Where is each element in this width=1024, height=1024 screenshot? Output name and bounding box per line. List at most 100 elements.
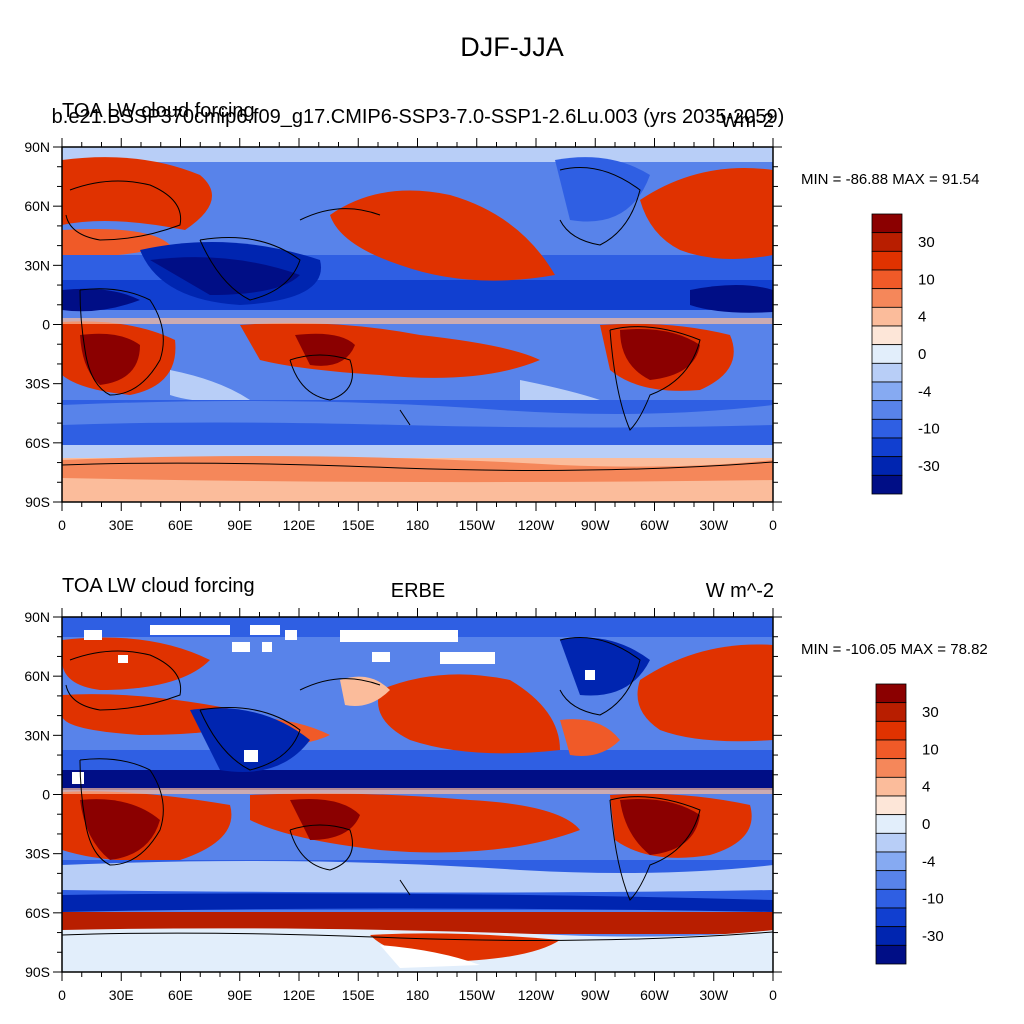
colorbar-swatch [871,288,903,308]
colorbar-swatch [871,474,903,495]
x-tick-label: 30W [699,517,729,533]
panel1-left-label: TOA LW cloud forcing [62,100,255,122]
panel2-right-label: W m^-2 [705,580,774,602]
colorbar-swatch [871,306,903,327]
x-tick-label: 90E [227,987,252,1003]
panel2-min-max: MIN = -106.05 MAX = 78.82 [801,641,988,658]
colorbar-swatch [875,702,907,722]
x-tick-label: 90W [581,517,611,533]
y-tick-label: 30N [24,257,50,273]
y-tick-label: 90S [25,964,50,980]
colorbar-swatch [871,456,903,476]
map-panel-2 [53,608,782,981]
x-tick-label: 60W [640,987,670,1003]
colorbar-swatch [871,232,903,252]
colorbar-swatch [875,870,907,890]
y-tick-label: 0 [42,317,50,333]
map-panel-1 [53,138,782,511]
colorbar-swatch [871,269,903,290]
x-tick-label: 120W [518,987,555,1003]
colorbar-label: 0 [918,346,926,363]
map-panel-1-field [62,147,773,502]
x-tick-label: 30W [699,987,729,1003]
colorbar-swatch [875,907,907,928]
x-tick-label: 120W [518,517,555,533]
x-tick-label: 0 [58,517,66,533]
colorbar-label: 4 [918,309,926,326]
y-tick-label: 90N [24,139,50,155]
y-tick-label: 0 [42,787,50,803]
y-tick-label: 30N [24,727,50,743]
y-tick-label: 60S [25,435,50,451]
colorbar-swatch [871,325,903,346]
x-tick-label: 150E [342,987,375,1003]
x-tick-label: 150W [458,987,495,1003]
x-tick-label: 0 [58,987,66,1003]
y-tick-label: 60S [25,905,50,921]
colorbar-swatch [871,418,903,439]
panel1-center-label: b.e21.BSSP370cmip6.f09_g17.CMIP6-SSP3-7.… [51,106,785,128]
x-tick-label: 60E [168,987,193,1003]
x-tick-label: 150E [342,517,375,533]
colorbar-label: 10 [922,741,939,758]
colorbar-label: -30 [922,928,944,945]
colorbar-swatch [875,814,907,834]
y-tick-label: 30S [25,376,50,392]
x-tick-label: 90W [581,987,611,1003]
x-tick-label: 30E [109,517,134,533]
colorbar-label: 0 [922,816,930,833]
colorbar-swatch [875,851,907,872]
y-tick-label: 90S [25,494,50,510]
x-tick-label: 90E [227,517,252,533]
colorbar-swatch [875,758,907,778]
y-tick-label: 60N [24,668,50,684]
x-tick-label: 0 [769,517,777,533]
panel1-right-label: Wm-2 [720,110,774,132]
colorbar-label: -30 [918,458,940,475]
colorbar-label: -10 [922,891,944,908]
colorbar-swatch [875,888,907,909]
y-tick-label: 30S [25,846,50,862]
y-tick-label: 60N [24,198,50,214]
colorbar-label: -4 [922,853,935,870]
colorbar-swatch [875,683,907,704]
colorbar-swatch [871,250,903,271]
x-tick-label: 120E [283,987,316,1003]
panel1-y-tick-labels: 90N 60N 30N 0 30S 60S 90S [24,139,50,510]
x-tick-label: 30E [109,987,134,1003]
colorbar-swatch [871,437,903,458]
colorbar-swatch [871,344,903,364]
colorbar-label: 30 [918,234,935,251]
map-panel-2-field [62,617,773,972]
panel2-x-tick-labels: 0 30E 60E 90E 120E 150E 180 150W 120W 90W 60W 30W 0 [58,987,777,1003]
x-tick-label: 60W [640,517,670,533]
x-tick-label: 180 [406,987,430,1003]
panel1-min-max: MIN = -86.88 MAX = 91.54 [801,171,980,188]
colorbar-label: 10 [918,271,935,288]
colorbar-swatch [875,795,907,816]
colorbar-swatch [875,739,907,760]
x-tick-label: 60E [168,517,193,533]
map-panel-1-ticks [53,138,782,511]
main-title: DJF-JJA [460,32,564,62]
colorbar-swatch [875,926,907,946]
y-tick-label: 90N [24,609,50,625]
colorbar-label: 4 [922,779,930,796]
colorbar-label: -10 [918,421,940,438]
colorbar-swatch [871,213,903,234]
colorbar-swatch [875,832,907,853]
panel1-colorbar: 30 10 4 0 -4 -10 -30 [871,213,940,495]
colorbar-swatch [871,400,903,420]
panel2-y-tick-labels: 90N 60N 30N 0 30S 60S 90S [24,609,50,980]
colorbar-swatch [875,776,907,797]
colorbar-swatch [875,720,907,741]
colorbar-label: 30 [922,704,939,721]
colorbar-swatch [875,944,907,965]
x-tick-label: 150W [458,517,495,533]
panel2-left-label: TOA LW cloud forcing [62,575,255,597]
colorbar-swatch [871,362,903,383]
panel2-center-label: ERBE [390,580,446,602]
x-tick-label: 120E [283,517,316,533]
panel1-x-tick-labels: 0 30E 60E 90E 120E 150E 180 150W 120W 90W 60W 30W 0 [58,517,777,533]
colorbar-label: -4 [918,383,931,400]
